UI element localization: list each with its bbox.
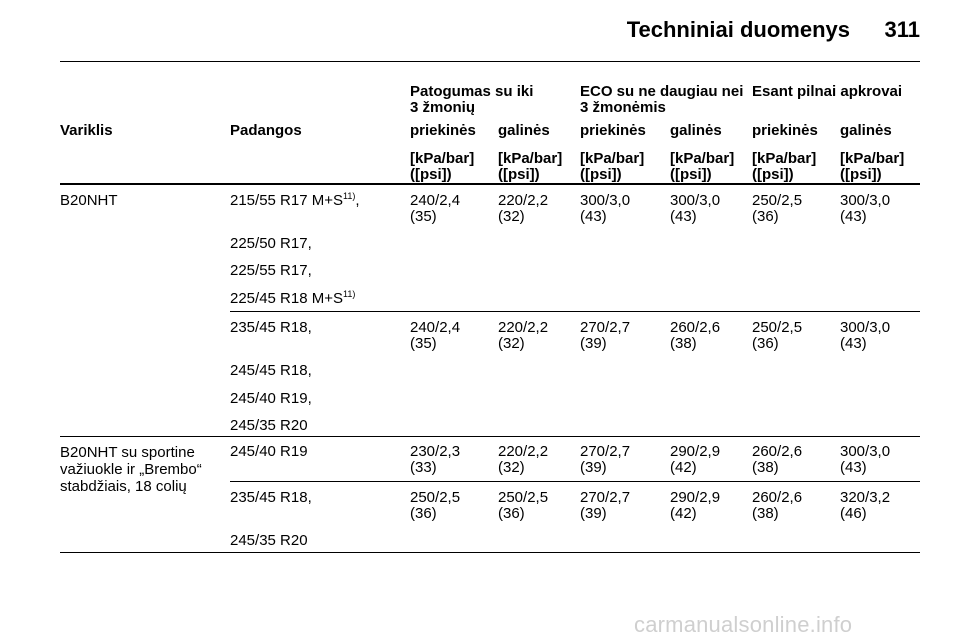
tyre-cell: 215/55 R17 M+S11), (230, 191, 360, 209)
col-header-rear-comfort: galinės (498, 122, 550, 139)
pressure-cell: 320/3,2 (46) (840, 489, 891, 522)
watermark: carmanualsonline.info (634, 612, 853, 637)
tyre-cell: 235/45 R18, (230, 319, 312, 336)
engine-cell: B20NHT (60, 192, 118, 209)
pressure-cell: 290/2,9 (42) (670, 489, 721, 522)
pressure-cell: 230/2,3 (33) (410, 443, 461, 476)
pressure-cell: 260/2,6 (38) (752, 489, 803, 522)
pressure-cell: 300/3,0 (43) (840, 192, 891, 225)
col-header-tyres: Padangos (230, 122, 302, 139)
pressure-cell: 240/2,4 (35) (410, 192, 461, 225)
col-header-front-comfort: priekinės (410, 122, 476, 139)
col-header-rear-eco: galinės (670, 122, 722, 139)
group-header-eco: ECO su ne daugiau nei 3 žmonėmis (580, 83, 744, 116)
page-number: 311 (884, 17, 921, 42)
unit-cell: [kPa/bar] ([psi]) (840, 150, 905, 183)
page-title: Techniniai duomenys (626, 17, 850, 42)
tyre-cell: 245/35 R20 (230, 417, 308, 434)
tyre-cell: 225/45 R18 M+S11) (230, 289, 356, 307)
col-header-front-eco: priekinės (580, 122, 646, 139)
tyre-cell: 245/45 R18, (230, 362, 312, 379)
pressure-cell: 270/2,7 (39) (580, 489, 631, 522)
col-header-rear-full: galinės (840, 122, 892, 139)
pressure-cell: 290/2,9 (42) (670, 443, 721, 476)
pressure-cell: 250/2,5 (36) (752, 192, 803, 225)
group-header-comfort: Patogumas su iki 3 žmonių (410, 83, 534, 116)
pressure-cell: 250/2,5 (36) (498, 489, 549, 522)
col-header-front-full: priekinės (752, 122, 818, 139)
pressure-cell: 300/3,0 (43) (670, 192, 721, 225)
tyre-cell: 245/35 R20 (230, 532, 308, 549)
pressure-cell: 300/3,0 (43) (840, 443, 891, 476)
pressure-cell: 260/2,6 (38) (752, 443, 803, 476)
pressure-cell: 270/2,7 (39) (580, 443, 631, 476)
pressure-cell: 250/2,5 (36) (410, 489, 461, 522)
pressure-cell: 220/2,2 (32) (498, 443, 549, 476)
pressure-cell: 220/2,2 (32) (498, 192, 549, 225)
unit-cell: [kPa/bar] ([psi]) (410, 150, 475, 183)
tyre-cell: 245/40 R19 (230, 443, 308, 460)
header-bottom-rule (60, 183, 920, 185)
unit-cell: [kPa/bar] ([psi]) (670, 150, 735, 183)
pressure-cell: 270/2,7 (39) (580, 319, 631, 352)
table-bottom-rule (60, 552, 920, 553)
header-rule (60, 61, 920, 62)
tyre-cell: 235/45 R18, (230, 489, 312, 506)
row-divider (230, 481, 920, 482)
unit-cell: [kPa/bar] ([psi]) (580, 150, 645, 183)
group-header-full-load: Esant pilnai apkrovai (752, 83, 903, 100)
pressure-cell: 260/2,6 (38) (670, 319, 721, 352)
pressure-cell: 220/2,2 (32) (498, 319, 549, 352)
section-divider (60, 436, 920, 437)
engine-cell: B20NHT su sportine važiuokle ir „Brembo“… (60, 444, 202, 495)
pressure-cell: 300/3,0 (43) (580, 192, 631, 225)
unit-cell: [kPa/bar] ([psi]) (498, 150, 563, 183)
pressure-cell: 240/2,4 (35) (410, 319, 461, 352)
tyre-cell: 225/50 R17, (230, 235, 312, 252)
tyre-cell: 225/55 R17, (230, 262, 312, 279)
tyre-cell: 245/40 R19, (230, 390, 312, 407)
row-divider (230, 311, 920, 312)
unit-cell: [kPa/bar] ([psi]) (752, 150, 817, 183)
col-header-engine: Variklis (60, 122, 113, 139)
pressure-cell: 300/3,0 (43) (840, 319, 891, 352)
pressure-cell: 250/2,5 (36) (752, 319, 803, 352)
